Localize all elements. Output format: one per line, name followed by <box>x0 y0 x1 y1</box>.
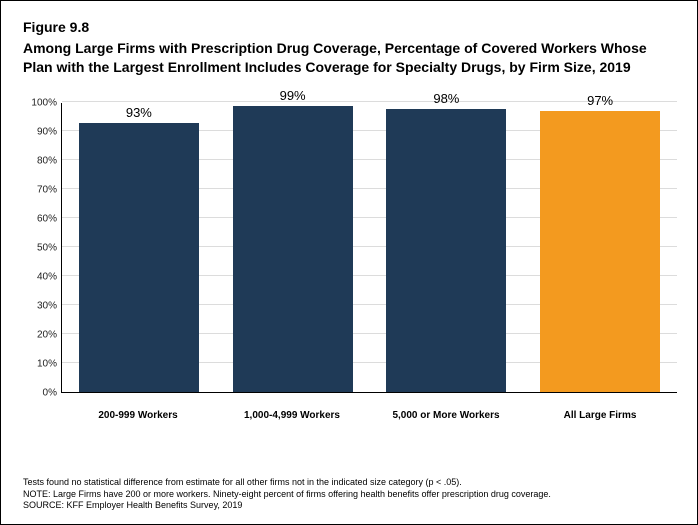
y-tick-label: 30% <box>23 300 57 311</box>
bar-slot: 98% <box>370 103 524 392</box>
x-axis-label: All Large Firms <box>523 410 677 421</box>
plot-area: 93% 99% 98% 97% <box>61 103 677 393</box>
bar-value-label: 97% <box>540 93 660 108</box>
figure-title: Among Large Firms with Prescription Drug… <box>23 39 673 77</box>
bar: 99% <box>233 106 353 392</box>
x-axis-label: 200-999 Workers <box>61 410 215 421</box>
y-tick-label: 60% <box>23 213 57 224</box>
y-tick-label: 50% <box>23 242 57 253</box>
y-tick-label: 90% <box>23 126 57 137</box>
bar-value-label: 98% <box>386 91 506 106</box>
bar: 93% <box>79 123 199 392</box>
y-tick-label: 100% <box>23 97 57 108</box>
bar: 97% <box>540 111 660 391</box>
bar-value-label: 99% <box>233 88 353 103</box>
y-tick-label: 80% <box>23 155 57 166</box>
figure-label: Figure 9.8 <box>23 19 675 35</box>
bar-slot: 97% <box>523 103 677 392</box>
x-axis-labels: 200-999 Workers1,000-4,999 Workers5,000 … <box>61 410 677 421</box>
footnote-source: SOURCE: KFF Employer Health Benefits Sur… <box>23 500 675 512</box>
bar-slot: 93% <box>62 103 216 392</box>
x-axis-label: 5,000 or More Workers <box>369 410 523 421</box>
bar-chart: 0% 10% 20% 30% 40% 50% 60% 70% 80% 90% 100% 93% 99%… <box>23 85 677 435</box>
footnote-tests: Tests found no statistical difference fr… <box>23 477 675 489</box>
y-tick-label: 0% <box>23 387 57 398</box>
x-axis-label: 1,000-4,999 Workers <box>215 410 369 421</box>
y-tick-label: 20% <box>23 329 57 340</box>
footnotes: Tests found no statistical difference fr… <box>23 477 675 512</box>
y-tick-label: 10% <box>23 358 57 369</box>
bars-container: 93% 99% 98% 97% <box>62 103 677 392</box>
footnote-note: NOTE: Large Firms have 200 or more worke… <box>23 489 675 501</box>
bar: 98% <box>386 109 506 392</box>
bar-slot: 99% <box>216 103 370 392</box>
bar-value-label: 93% <box>79 105 199 120</box>
y-tick-label: 70% <box>23 184 57 195</box>
y-tick-label: 40% <box>23 271 57 282</box>
figure-page: Figure 9.8 Among Large Firms with Prescr… <box>0 0 698 525</box>
